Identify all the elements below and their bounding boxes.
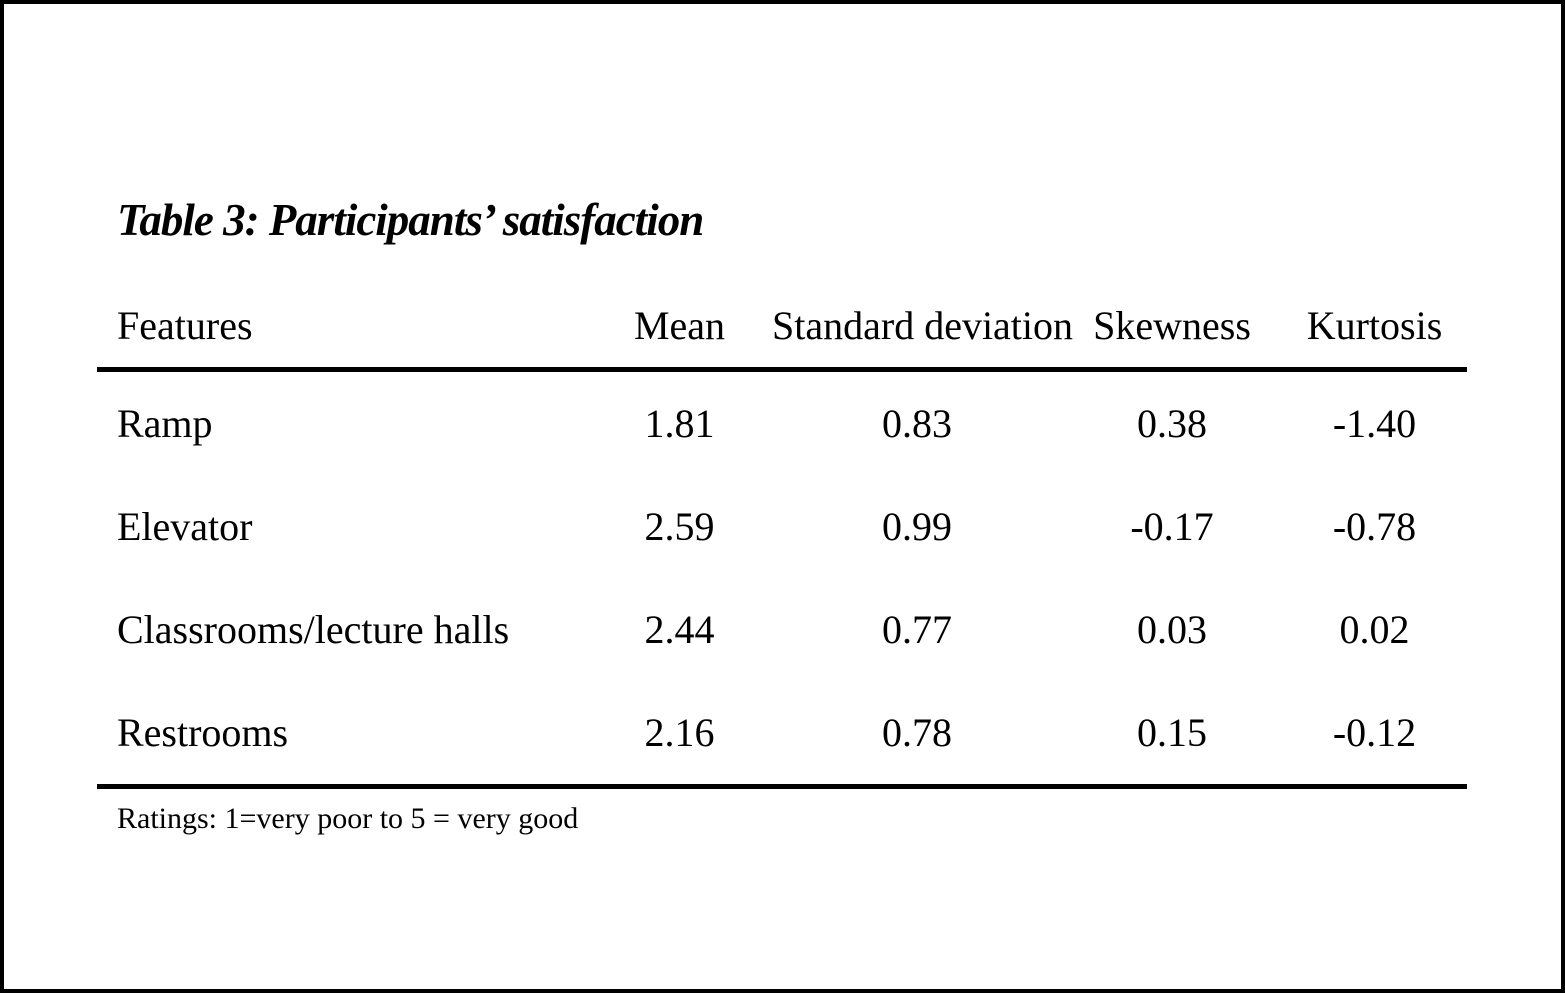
- kurtosis-cell: -1.40: [1332, 401, 1417, 446]
- column-header-kurtosis: Kurtosis: [1282, 296, 1467, 372]
- sd-cell: 0.78: [772, 681, 1062, 789]
- sd-cell: 0.77: [882, 607, 952, 652]
- column-header-standard-deviation: Standard deviation: [772, 296, 1073, 372]
- column-header-skewness: Skewness: [1062, 296, 1282, 372]
- table-row-elevator: Elevator 2.59 0.99 -0.17 -0.78: [97, 475, 1467, 578]
- skewness-cell: -0.17: [1130, 504, 1214, 549]
- mean-cell: 1.81: [644, 401, 715, 446]
- table-row-classrooms: Classrooms/lecture halls 2.44 0.77 0.03 …: [97, 578, 1467, 681]
- kurtosis-cell: -0.12: [1282, 681, 1467, 789]
- feature-cell: Classrooms/lecture halls: [117, 607, 510, 652]
- column-header-features: Features: [97, 296, 587, 372]
- column-header-mean: Mean: [587, 296, 772, 372]
- feature-cell: Restrooms: [97, 681, 587, 789]
- stats-table: Features Mean Standard deviation Skewnes…: [97, 296, 1467, 789]
- kurtosis-cell: 0.02: [1339, 607, 1410, 652]
- feature-cell: Elevator: [117, 504, 253, 549]
- mean-cell: 2.16: [587, 681, 772, 789]
- table-row-restrooms: Restrooms 2.16 0.78 0.15 -0.12: [97, 681, 1467, 789]
- table-footnote: Ratings: 1=very poor to 5 = very good: [117, 802, 579, 835]
- mean-cell: 2.59: [644, 504, 715, 549]
- table-title: Table 3: Participants’ satisfaction: [117, 195, 704, 245]
- feature-cell: Ramp: [117, 401, 213, 446]
- kurtosis-cell: -0.78: [1332, 504, 1417, 549]
- skewness-cell: 0.38: [1137, 401, 1207, 446]
- skewness-cell: 0.03: [1137, 607, 1207, 652]
- sd-cell: 0.83: [882, 401, 952, 446]
- table-header-row: Features Mean Standard deviation Skewnes…: [97, 296, 1467, 372]
- sd-cell: 0.99: [882, 504, 952, 549]
- table-row-ramp: Ramp 1.81 0.83 0.38 -1.40: [97, 370, 1467, 476]
- mean-cell: 2.44: [644, 607, 715, 652]
- skewness-cell: 0.15: [1062, 681, 1282, 789]
